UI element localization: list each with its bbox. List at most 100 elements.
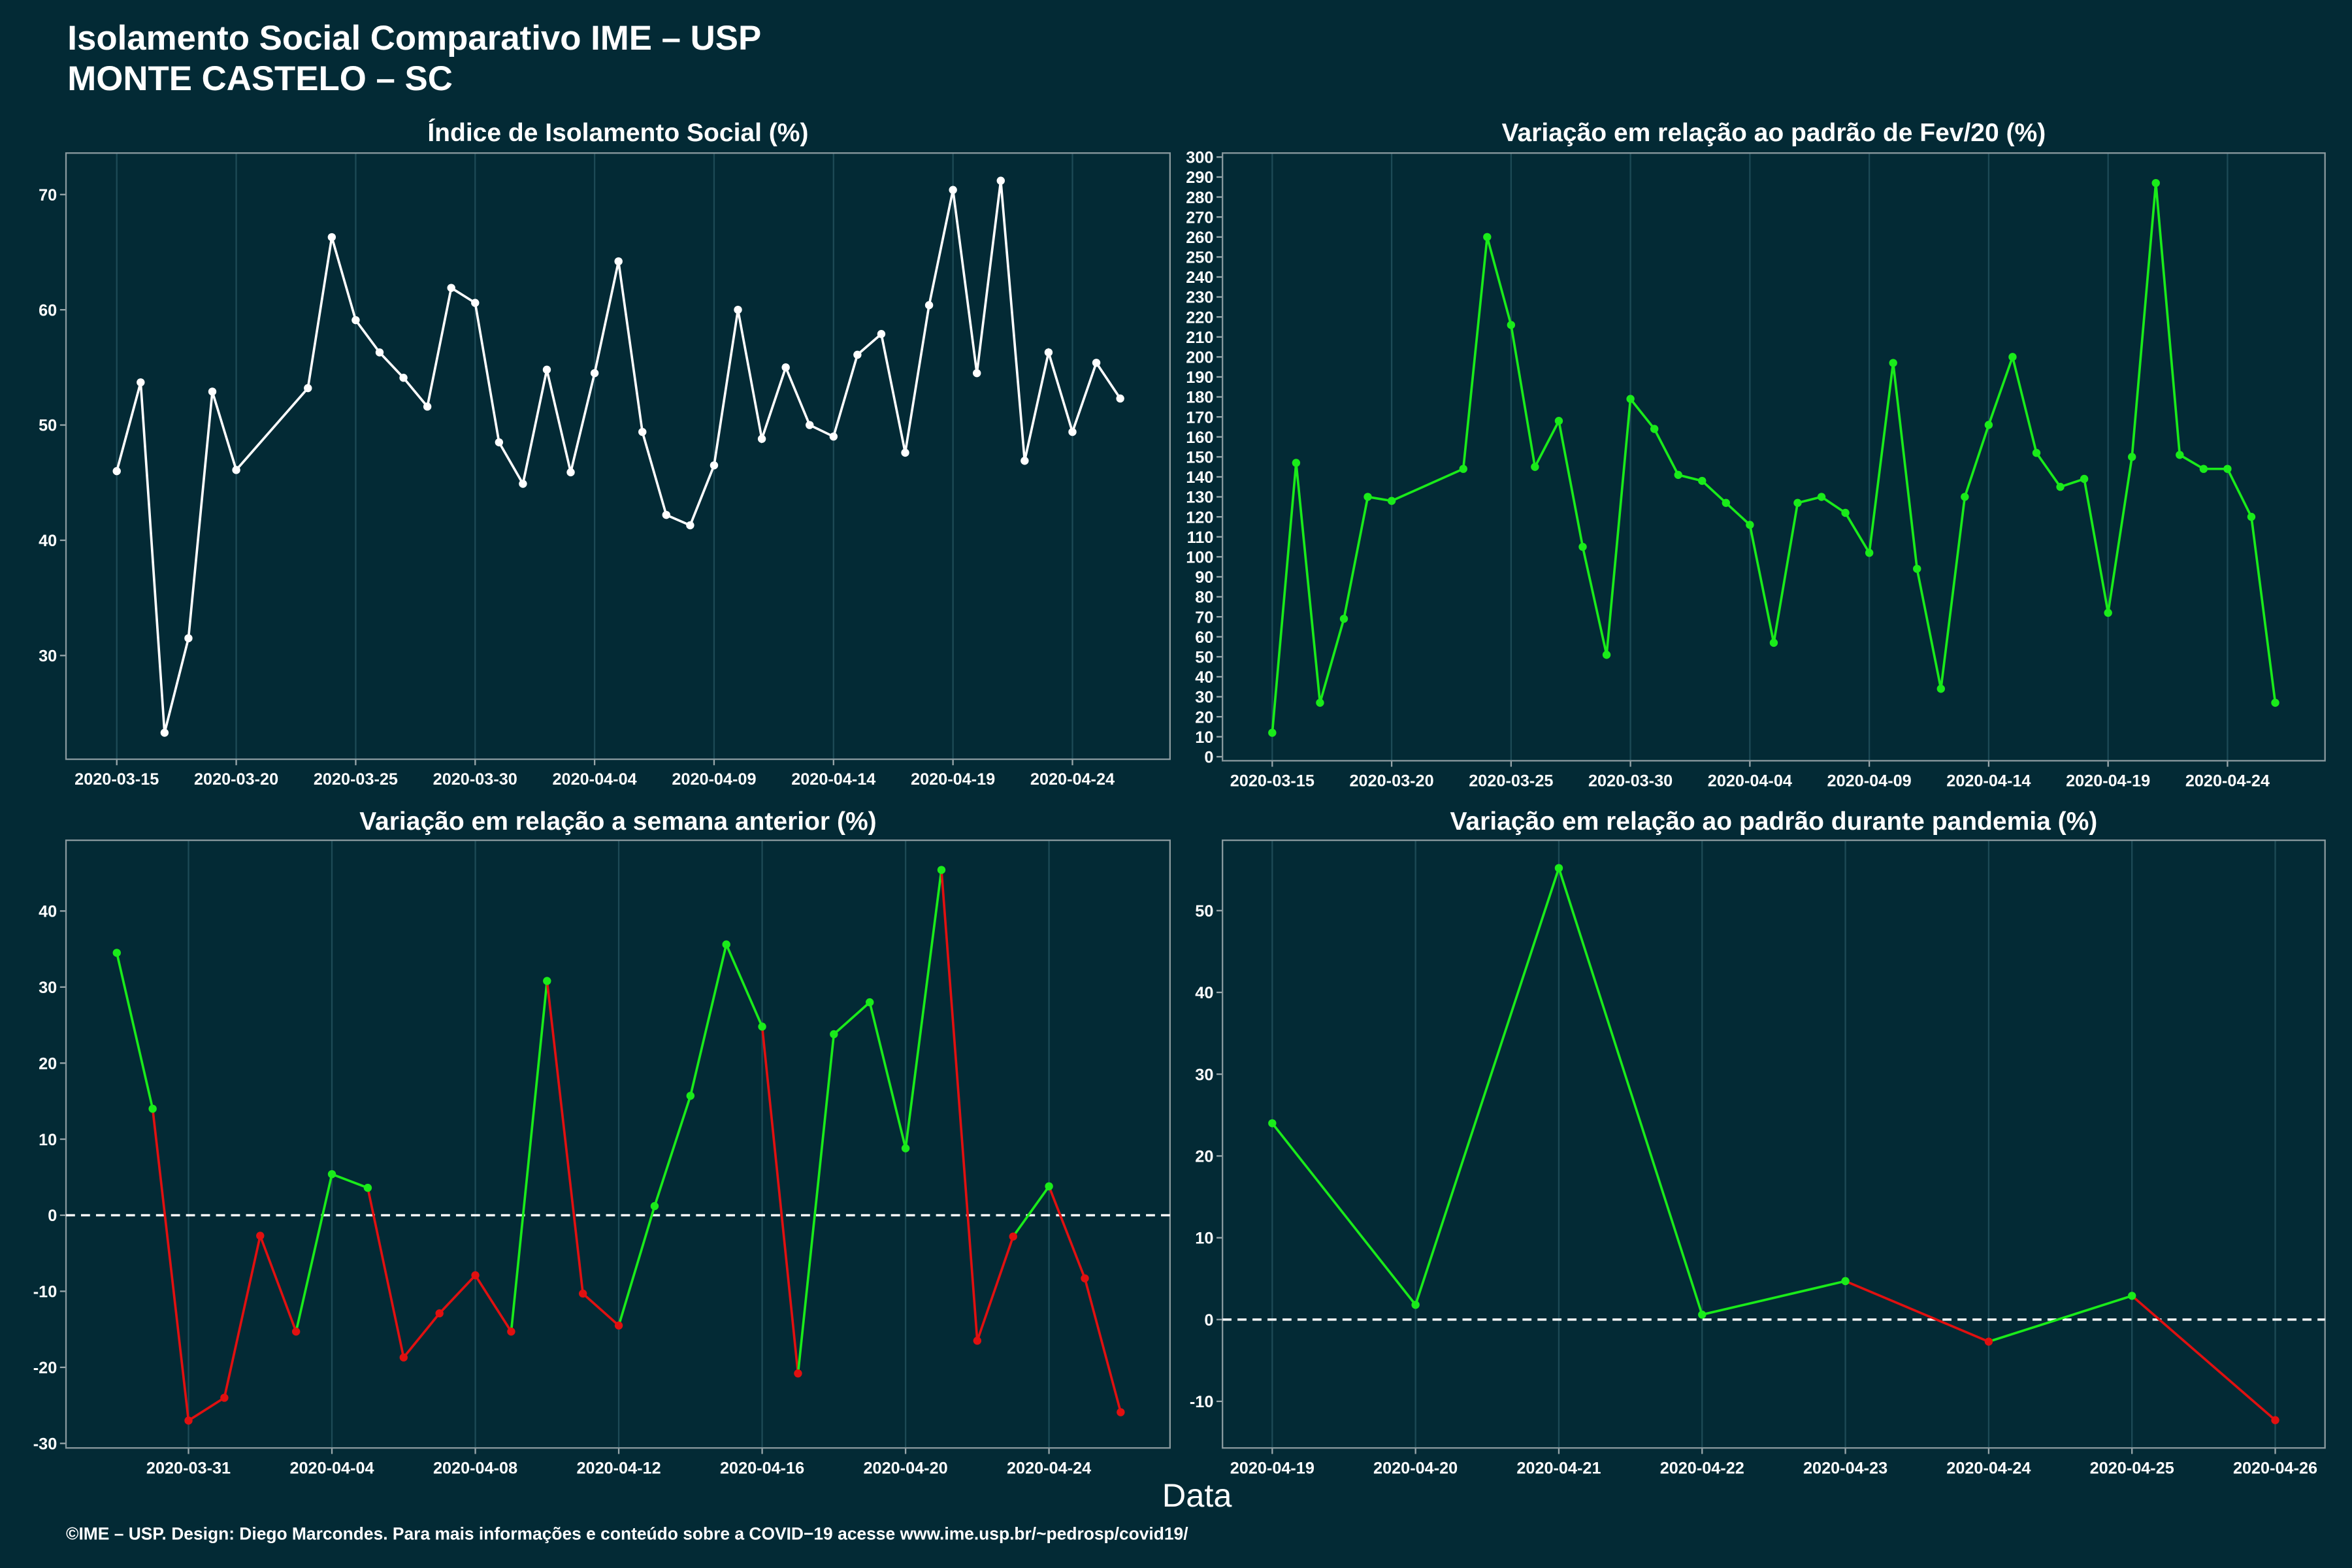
panel-border — [65, 152, 1171, 760]
data-point — [137, 378, 145, 387]
x-tick-label: 2020-04-24 — [1030, 770, 1115, 789]
data-point — [399, 1353, 408, 1362]
line-segment — [367, 1187, 405, 1358]
line-segment — [402, 1313, 441, 1358]
y-tick-label: 260 — [1186, 229, 1213, 247]
panel-border — [65, 839, 1171, 1449]
line-segment — [223, 1235, 262, 1398]
data-point — [2176, 451, 2184, 459]
y-tick-label: 200 — [1186, 349, 1213, 367]
x-tick-label: 2020-03-25 — [314, 770, 398, 789]
data-point — [1268, 1119, 1277, 1128]
y-tick-label: 290 — [1186, 169, 1213, 187]
data-point — [399, 374, 408, 382]
y-tick-label: 10 — [39, 1131, 57, 1149]
data-point — [2104, 608, 2112, 617]
data-point — [1068, 427, 1077, 436]
y-tick-label: 50 — [1195, 902, 1213, 921]
data-point — [1117, 1408, 1125, 1416]
data-point — [1081, 1274, 1089, 1282]
line-segment — [940, 870, 979, 1341]
y-tick-label: 30 — [1195, 689, 1213, 707]
line-segment — [653, 1095, 692, 1207]
line-segment — [725, 943, 764, 1028]
data-point — [232, 466, 240, 474]
x-tick-label: 2020-04-26 — [2233, 1459, 2317, 1477]
data-point — [614, 1321, 623, 1330]
panel-title: Índice de Isolamento Social (%) — [427, 118, 808, 147]
line-segment — [1844, 1280, 1989, 1343]
data-point — [256, 1232, 265, 1240]
y-tick-label: 270 — [1186, 208, 1213, 227]
y-tick-label: 60 — [1195, 629, 1213, 647]
data-point — [304, 384, 312, 393]
data-point — [973, 1336, 982, 1345]
y-tick-label: 30 — [39, 647, 57, 666]
y-tick-label: 50 — [1195, 648, 1213, 666]
x-tick-label: 2020-04-23 — [1803, 1459, 1887, 1477]
data-point — [1698, 476, 1707, 485]
line-segment — [833, 1001, 871, 1036]
x-axis-label: Data — [1162, 1477, 1233, 1514]
y-tick-label: -30 — [33, 1435, 57, 1453]
y-tick-label: 90 — [1195, 568, 1213, 587]
x-tick-label: 2020-03-30 — [1588, 772, 1673, 790]
line-segment — [474, 1275, 512, 1333]
line-segment — [868, 1002, 907, 1149]
panel-title: Variação em relação a semana anterior (%… — [359, 808, 876, 836]
data-point — [1044, 348, 1053, 357]
x-tick-label: 2020-03-30 — [433, 770, 517, 789]
y-tick-label: 0 — [48, 1207, 57, 1225]
data-point — [2223, 465, 2232, 473]
line-segment — [976, 1236, 1015, 1341]
x-tick-label: 2020-03-25 — [1469, 772, 1553, 790]
data-point — [829, 432, 838, 441]
data-point — [423, 402, 432, 411]
x-tick-label: 2020-04-12 — [576, 1459, 661, 1477]
data-point — [853, 350, 862, 359]
data-point — [590, 368, 599, 378]
y-tick-label: 170 — [1186, 408, 1213, 427]
y-tick-label: 70 — [1195, 608, 1213, 627]
data-point — [757, 434, 766, 443]
y-tick-label: 190 — [1186, 368, 1213, 387]
data-point — [901, 448, 909, 457]
y-tick-label: 50 — [39, 417, 57, 435]
line-segment — [796, 1034, 836, 1374]
data-point — [722, 940, 730, 949]
data-point — [949, 186, 957, 194]
y-tick-label: 70 — [39, 186, 57, 204]
y-tick-label: 180 — [1186, 389, 1213, 407]
x-tick-label: 2020-04-20 — [864, 1459, 948, 1477]
line-segment — [581, 1292, 620, 1327]
data-point — [542, 365, 551, 374]
data-point — [1507, 321, 1516, 329]
line-segment — [546, 981, 585, 1294]
data-point — [1841, 508, 1850, 517]
x-tick-label: 2020-04-22 — [1660, 1459, 1744, 1477]
line-segment — [295, 1173, 333, 1332]
data-point — [1292, 459, 1301, 467]
data-point — [1411, 1300, 1420, 1309]
line-segment — [617, 1205, 656, 1326]
line-segment — [1271, 1122, 1417, 1306]
x-tick-label: 2020-04-19 — [911, 770, 995, 789]
x-tick-label: 2020-03-20 — [1350, 772, 1434, 790]
data-point — [2151, 178, 2160, 188]
data-point — [471, 1271, 480, 1280]
line-segment — [1012, 1185, 1051, 1237]
y-tick-label: 80 — [1195, 589, 1213, 607]
data-point — [1961, 493, 1969, 501]
y-tick-label: 40 — [39, 532, 57, 550]
data-point — [1554, 864, 1563, 872]
data-point — [686, 1092, 695, 1100]
y-tick-label: 30 — [1195, 1066, 1213, 1084]
page-subtitle: MONTE CASTELO – SC — [67, 59, 453, 98]
data-point — [2128, 453, 2136, 461]
y-tick-label: 60 — [39, 301, 57, 319]
data-point — [2056, 483, 2065, 491]
data-point — [1984, 1337, 1993, 1346]
data-point — [1722, 498, 1731, 507]
data-point — [566, 468, 575, 477]
y-tick-label: 10 — [1195, 1230, 1213, 1248]
